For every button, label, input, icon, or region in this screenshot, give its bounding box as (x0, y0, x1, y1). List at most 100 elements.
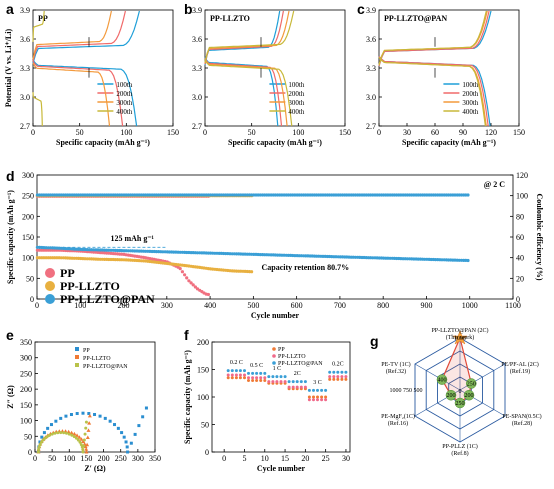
capacity-point (48, 256, 53, 260)
y2-tick-label: 80 (516, 212, 524, 221)
panel-c: c PP-LLZTO@PAN 0 30 60 90 120 150 2.7 3.0 3.3 3.6 3.… (357, 1, 525, 147)
ce-point (185, 193, 189, 197)
ce-point (256, 193, 260, 197)
y-tick-label: 3.0 (192, 93, 202, 102)
ce-point (72, 193, 76, 197)
rate-point (251, 376, 255, 380)
x-tick-label: 0 (35, 301, 39, 310)
rate-point (295, 385, 299, 389)
rate-point (287, 385, 291, 389)
ce-point (425, 193, 429, 197)
ce-point (280, 193, 284, 197)
rate-point (320, 398, 324, 402)
rate-point (263, 376, 267, 380)
x-tick-label: 400 (204, 301, 216, 310)
legend-label: 400th (116, 108, 132, 116)
ce-point (340, 193, 345, 197)
eis-point (87, 421, 92, 425)
eis-point (84, 426, 88, 430)
x-tick-label: 10 (261, 454, 269, 463)
ce-point (466, 193, 470, 197)
capacity-point (206, 292, 210, 297)
y2-tick-label: 120 (516, 171, 528, 180)
eis-point (78, 440, 82, 444)
eis-point (116, 426, 120, 430)
ce-point (161, 193, 165, 197)
rate-point (243, 376, 246, 380)
eis-point (59, 431, 63, 435)
ce-point (423, 193, 427, 197)
ce-point (362, 193, 366, 197)
ce-point (163, 193, 167, 197)
capacity-point (250, 270, 254, 274)
discharge-curve (32, 59, 138, 127)
ce-point (55, 193, 59, 197)
capacity-point (107, 257, 111, 262)
eis-point (120, 431, 124, 435)
radar-point-label: 200 (446, 393, 455, 399)
eis-point (84, 420, 88, 424)
y-tick-label: 3.6 (366, 35, 376, 44)
ce-point (113, 193, 117, 197)
rate-point (230, 369, 234, 373)
ce-point (314, 193, 319, 197)
ce-point (345, 193, 349, 197)
ce-point (107, 193, 111, 197)
legend-marker (75, 363, 79, 367)
ce-point (386, 193, 390, 197)
capacity-point (180, 270, 184, 274)
eis-point (77, 435, 82, 439)
capacity-point (388, 256, 392, 260)
y-tick-label: 100 (197, 393, 209, 402)
x-tick-label: 1000 (462, 301, 478, 310)
rate-point (332, 375, 336, 379)
eis-point (113, 423, 117, 427)
eis-point (76, 438, 80, 442)
ce-point (392, 193, 396, 197)
x-tick-label: 25 (322, 454, 330, 463)
ce-point (338, 193, 342, 197)
ce-point (395, 193, 399, 197)
rate-point (263, 379, 267, 382)
ce-point (369, 193, 373, 197)
y2-axis-label: Coulombic efficiency (%) (535, 193, 544, 280)
capacity-point (35, 248, 40, 252)
eis-point (72, 435, 76, 439)
ce-point (418, 193, 422, 197)
capacity-point (314, 254, 319, 258)
x-tick-label: 30 (403, 128, 411, 137)
panel-letter: g (370, 333, 379, 349)
panel-d: d0 100 200 300 400 500 600 700 800 900 1000 1100050… (6, 168, 544, 320)
capacity-point (429, 257, 433, 262)
capacity-point (178, 267, 182, 271)
y-tick-label: 300 (22, 171, 34, 180)
capacity-point (53, 256, 57, 260)
ce-point (157, 193, 161, 197)
eis-point (82, 444, 86, 448)
legend-marker (75, 355, 79, 359)
eis-point (85, 435, 90, 440)
rate-point (271, 375, 275, 379)
eis-point (43, 436, 47, 440)
charge-curve (32, 10, 140, 64)
capacity-point (172, 250, 176, 254)
x-tick-label: 150 (167, 128, 179, 137)
capacity-point (42, 256, 46, 260)
y-tick-label: 0 (205, 448, 209, 457)
x-tick-label: 250 (115, 454, 127, 463)
ce-point (59, 193, 63, 197)
rate-point (307, 395, 311, 399)
radar-point-label: 250 (467, 382, 476, 388)
rate-point (234, 369, 238, 373)
eis-point (49, 423, 53, 427)
discharge-curve (32, 62, 111, 127)
capacity-point (109, 248, 113, 252)
x-tick-label: 150 (80, 454, 92, 463)
capacity-point (457, 258, 461, 262)
eis-point (70, 433, 74, 437)
y-tick-label: 150 (22, 233, 34, 242)
y2-tick-label: 0 (516, 295, 520, 304)
ce-point (208, 193, 213, 197)
x-tick-label: 700 (334, 301, 346, 310)
rate-point (307, 388, 311, 392)
